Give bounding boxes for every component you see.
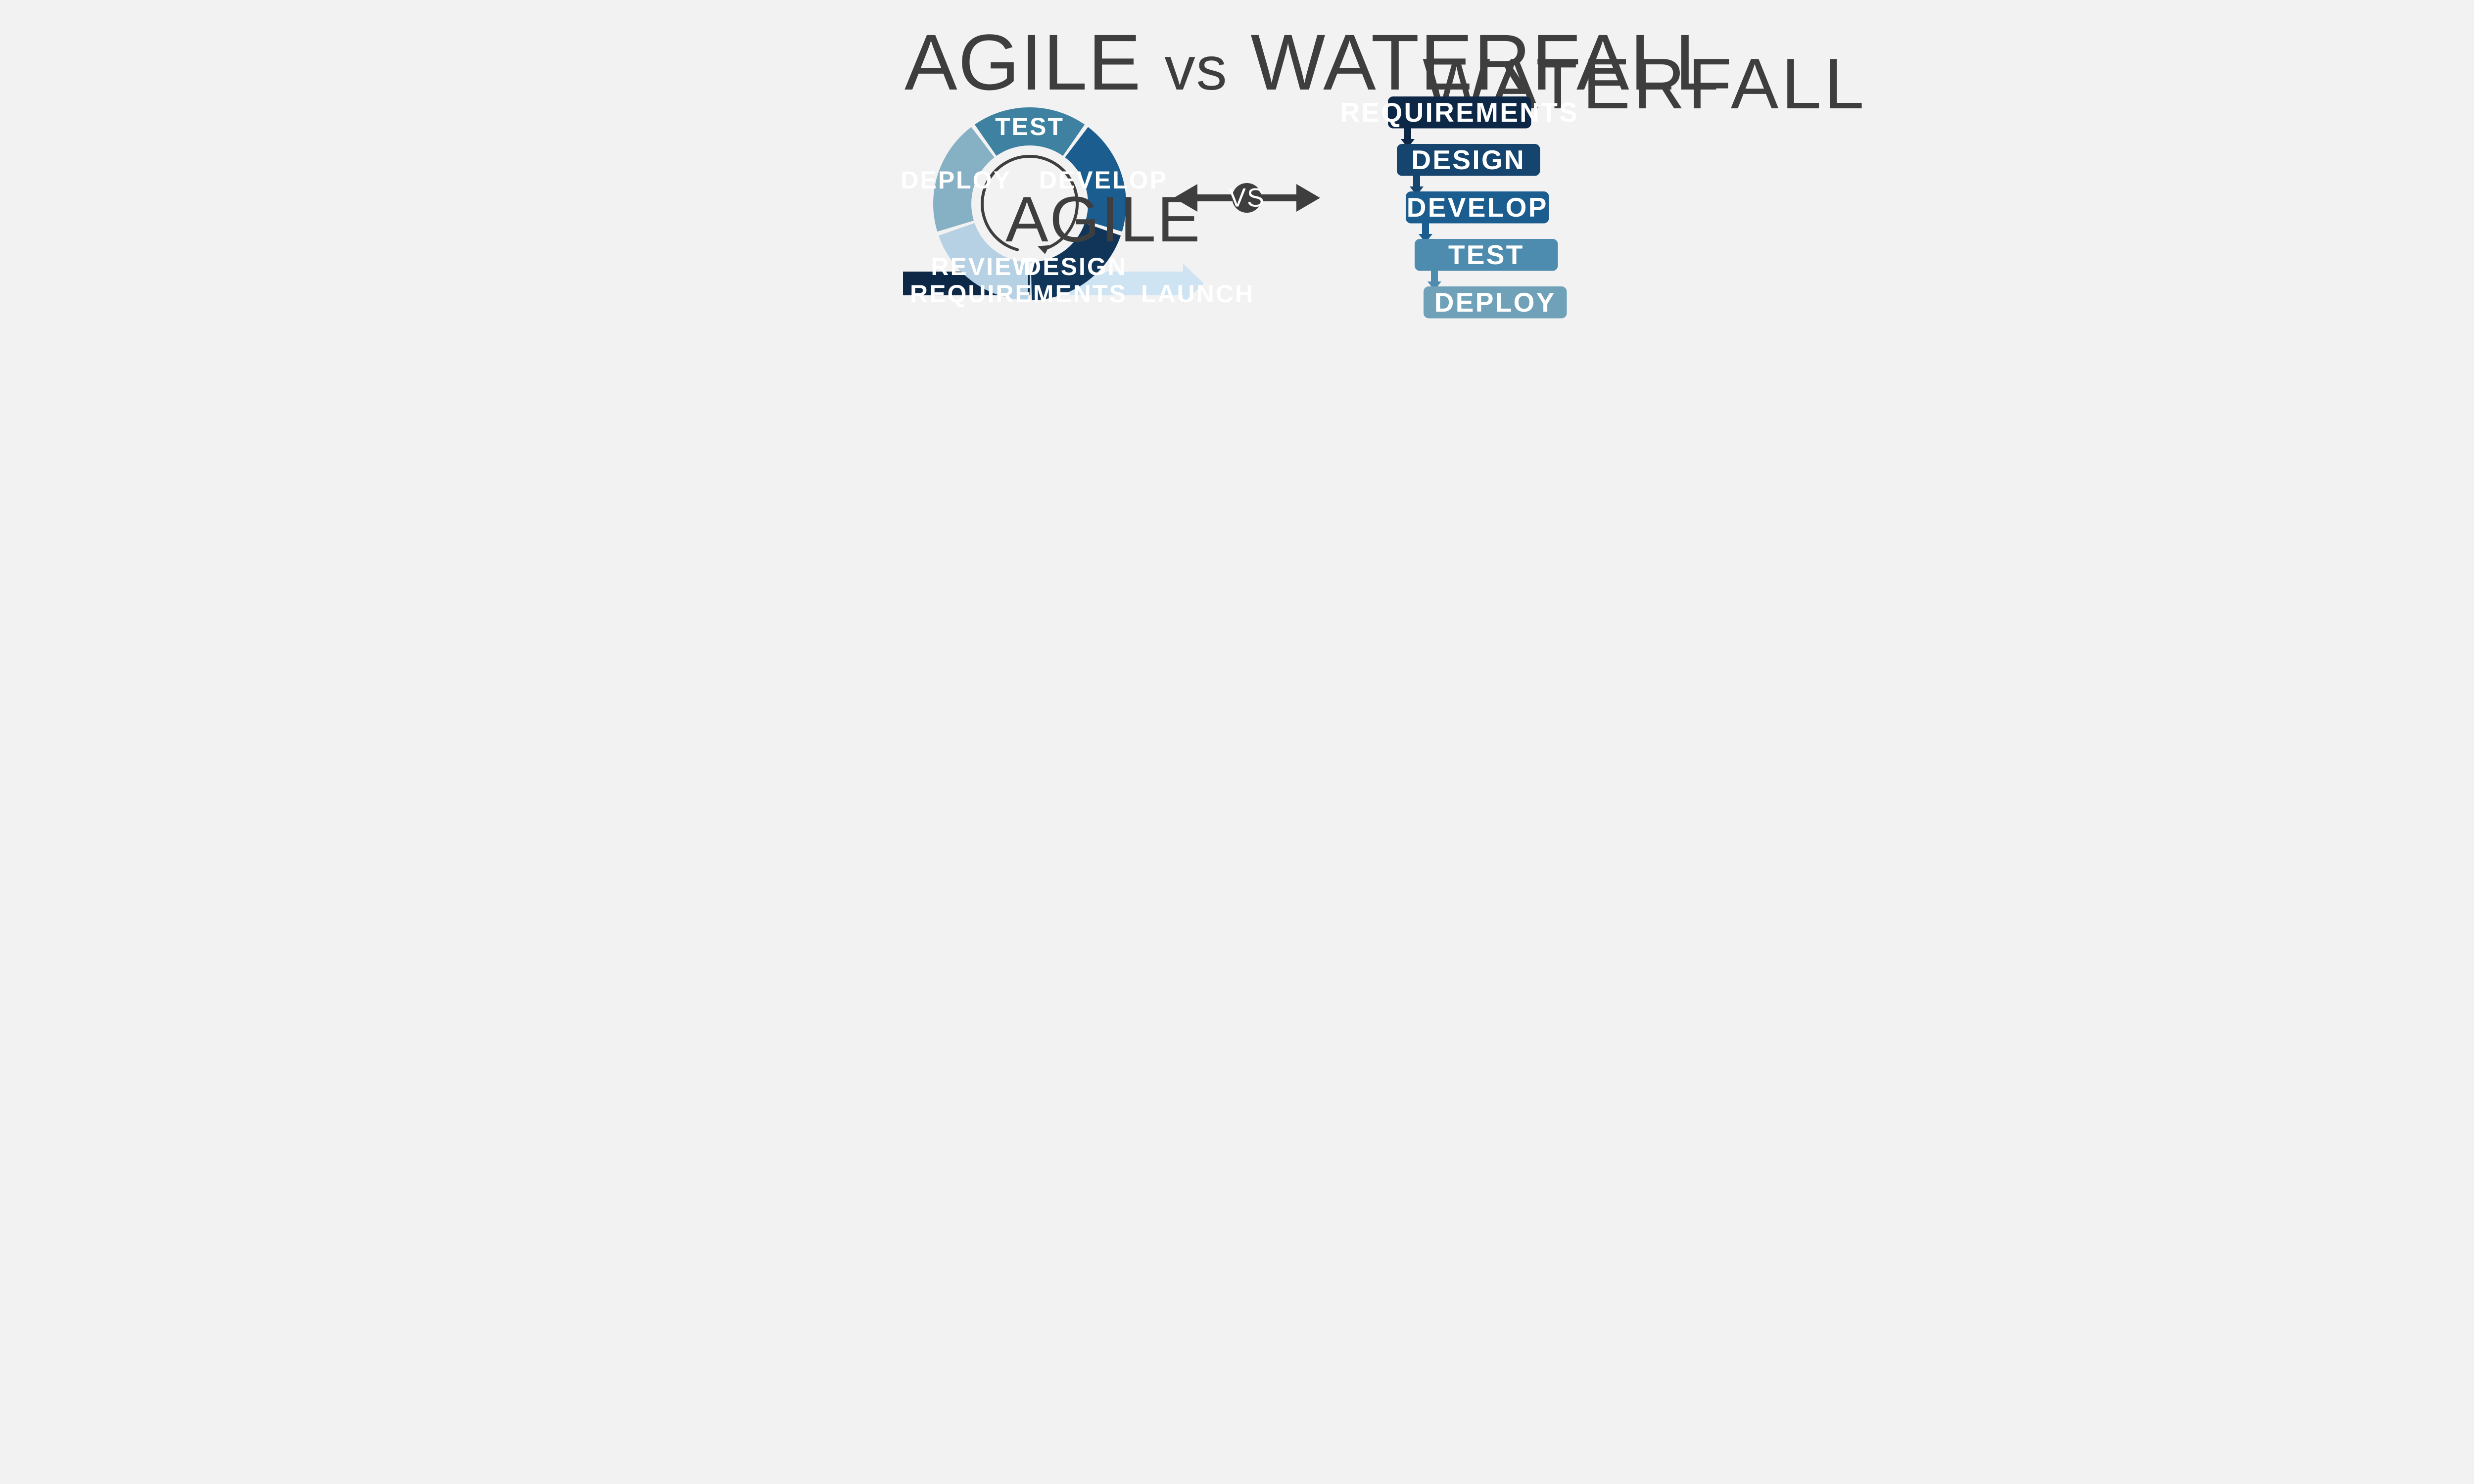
infographic-canvas: AGILE vs WATERFALL WATERFALL AGILE TESTD… (866, 0, 1608, 371)
waterfall-step: DEPLOY (1424, 286, 1567, 319)
waterfall-step: DEVELOP (1406, 191, 1549, 224)
waterfall-step: DESIGN (1397, 144, 1540, 176)
agile-segment-label: DESIGN (1023, 252, 1127, 281)
agile-launch-label: LAUNCH (1141, 279, 1254, 308)
waterfall-step: REQUIREMENTS (1388, 96, 1531, 129)
agile-segment-label: REVIEW (931, 252, 1037, 281)
agile-segment-label: TEST (995, 112, 1064, 141)
agile-segment-label: DEVELOP (1039, 166, 1168, 194)
vs-badge-label: VS (1229, 183, 1265, 213)
agile-segment-label: DEPLOY (901, 166, 1011, 194)
agile-requirements-label: REQUIREMENTS (910, 279, 1127, 308)
waterfall-step: TEST (1415, 239, 1558, 271)
